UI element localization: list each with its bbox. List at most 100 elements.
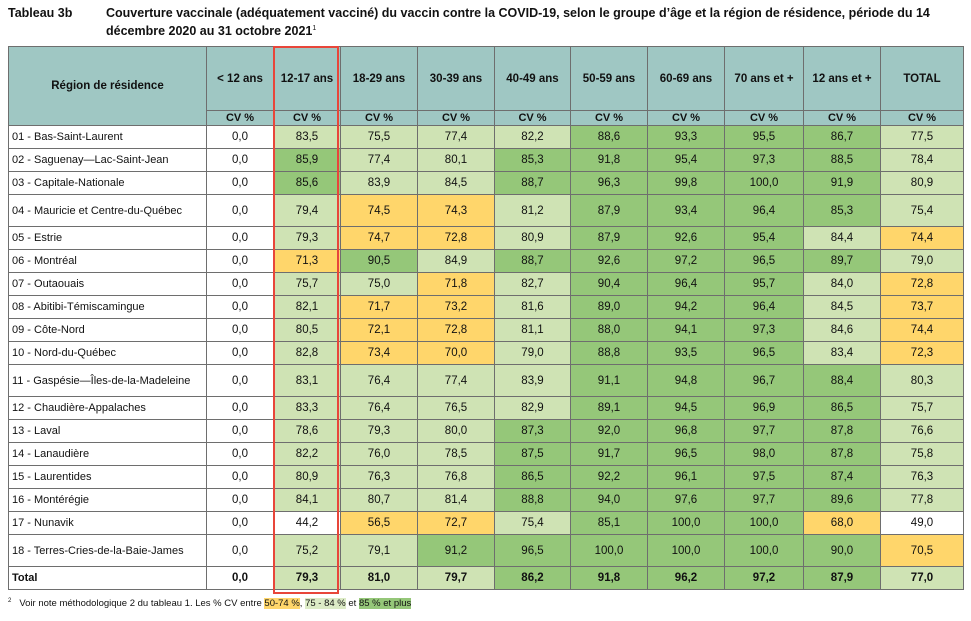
value-cell: 82,1: [273, 295, 341, 319]
value-cell: 73,2: [417, 295, 495, 319]
value-cell: 75,4: [880, 194, 964, 227]
value-cell: 80,5: [273, 318, 341, 342]
cv-subheader: CV %: [273, 110, 341, 126]
value-cell: 75,2: [273, 534, 341, 567]
value-cell: 81,2: [494, 194, 571, 227]
value-cell: 0,0: [206, 226, 274, 250]
value-cell: 88,6: [570, 125, 648, 149]
value-cell: 95,4: [724, 226, 804, 250]
value-cell: 97,7: [724, 419, 804, 443]
table-row: 05 - Estrie 0,0 79,3 74,7 72,8 80,9 87,9 92,6 95…: [8, 226, 964, 250]
value-cell: 87,8: [803, 419, 881, 443]
value-cell: 72,3: [880, 341, 964, 365]
value-cell: 82,9: [494, 396, 571, 420]
table-label: Tableau 3b: [8, 6, 73, 20]
total-row: Total 0,0 79,3 81,0 79,7 86,2 91,8 96,2 97,2 87,9…: [8, 566, 964, 590]
cv-subheader: CV %: [206, 110, 274, 126]
value-cell: 87,8: [803, 442, 881, 466]
value-cell: 74,3: [417, 194, 495, 227]
col-header: 18-29 ans: [340, 46, 418, 111]
region-cell: 04 - Mauricie et Centre-du-Québec: [8, 194, 207, 227]
value-cell: 92,6: [570, 249, 648, 273]
value-cell: 99,8: [647, 171, 725, 195]
value-cell: 96,7: [724, 364, 804, 397]
value-cell: 0,0: [206, 488, 274, 512]
region-cell: 05 - Estrie: [8, 226, 207, 250]
legend-yellow: 50-74 %: [264, 598, 300, 610]
value-cell: 75,7: [273, 272, 341, 296]
value-cell: 0,0: [206, 534, 274, 567]
value-cell: 85,3: [803, 194, 881, 227]
region-cell: 18 - Terres-Cries-de-la-Baie-James: [8, 534, 207, 567]
value-cell: 96,5: [724, 341, 804, 365]
value-cell: 90,5: [340, 249, 418, 273]
value-cell: 84,5: [803, 295, 881, 319]
value-cell: 84,5: [417, 171, 495, 195]
value-cell: 76,4: [340, 396, 418, 420]
table-row: 04 - Mauricie et Centre-du-Québec 0,0 79,4…: [8, 194, 964, 227]
value-cell: 80,9: [273, 465, 341, 489]
col-header: 50-59 ans: [570, 46, 648, 111]
value-cell: 79,3: [340, 419, 418, 443]
value-cell: 89,1: [570, 396, 648, 420]
value-cell: 77,4: [417, 125, 495, 149]
region-cell: 09 - Côte-Nord: [8, 318, 207, 342]
header-row-cv: CV % CV % CV % CV % CV % CV % CV % CV % …: [9, 110, 964, 126]
value-cell: 86,5: [494, 465, 571, 489]
value-cell: 0,0: [206, 318, 274, 342]
region-cell: 10 - Nord-du-Québec: [8, 341, 207, 365]
value-cell: 86,5: [803, 396, 881, 420]
table-row: 15 - Laurentides 0,0 80,9 76,3 76,8 86,5 92,2 9…: [8, 465, 964, 489]
value-cell: 94,0: [570, 488, 648, 512]
value-cell: 83,3: [273, 396, 341, 420]
table-row: 08 - Abitibi-Témiscamingue 0,0 82,1 71,7 73,…: [8, 295, 964, 319]
value-cell: 100,0: [724, 534, 804, 567]
value-cell: 96,4: [724, 295, 804, 319]
value-cell: 72,1: [340, 318, 418, 342]
region-cell: 01 - Bas-Saint-Laurent: [8, 125, 207, 149]
value-cell: 94,5: [647, 396, 725, 420]
value-cell: 83,4: [803, 341, 881, 365]
value-cell: 83,9: [494, 364, 571, 397]
value-cell: 80,3: [880, 364, 964, 397]
value-cell: 97,3: [724, 148, 804, 172]
value-cell: 56,5: [340, 511, 418, 535]
value-cell: 100,0: [647, 511, 725, 535]
value-cell: 71,8: [417, 272, 495, 296]
value-cell: 91,2: [417, 534, 495, 567]
value-cell: 86,7: [803, 125, 881, 149]
value-cell: 72,7: [417, 511, 495, 535]
value-cell: 74,5: [340, 194, 418, 227]
value-cell: 83,9: [340, 171, 418, 195]
value-cell: 77,0: [880, 566, 964, 590]
value-cell: 96,4: [647, 272, 725, 296]
footnote: 2 Voir note méthodologique 2 du tableau 1…: [8, 598, 412, 610]
value-cell: 96,8: [647, 419, 725, 443]
value-cell: 97,7: [724, 488, 804, 512]
value-cell: 92,0: [570, 419, 648, 443]
value-cell: 94,8: [647, 364, 725, 397]
region-cell: 17 - Nunavik: [8, 511, 207, 535]
value-cell: 0,0: [206, 171, 274, 195]
table-row: 06 - Montréal 0,0 71,3 90,5 84,9 88,7 92,6 97,2…: [8, 249, 964, 273]
value-cell: 76,3: [880, 465, 964, 489]
value-cell: 75,4: [494, 511, 571, 535]
value-cell: 87,5: [494, 442, 571, 466]
value-cell: 88,8: [570, 341, 648, 365]
value-cell: 77,8: [880, 488, 964, 512]
value-cell: 76,6: [880, 419, 964, 443]
value-cell: 88,4: [803, 364, 881, 397]
region-cell: 14 - Lanaudière: [8, 442, 207, 466]
col-header: TOTAL: [880, 46, 964, 111]
table-row: 11 - Gaspésie—Îles-de-la-Madeleine 0,0 83,…: [8, 364, 964, 397]
value-cell: 0,0: [206, 341, 274, 365]
value-cell: 75,5: [340, 125, 418, 149]
value-cell: 84,9: [417, 249, 495, 273]
cv-subheader: CV %: [494, 110, 571, 126]
table-row: 09 - Côte-Nord 0,0 80,5 72,1 72,8 81,1 88,0 94,…: [8, 318, 964, 342]
value-cell: 79,3: [273, 566, 341, 590]
value-cell: 94,2: [647, 295, 725, 319]
value-cell: 91,9: [803, 171, 881, 195]
value-cell: 78,5: [417, 442, 495, 466]
region-cell: 06 - Montréal: [8, 249, 207, 273]
